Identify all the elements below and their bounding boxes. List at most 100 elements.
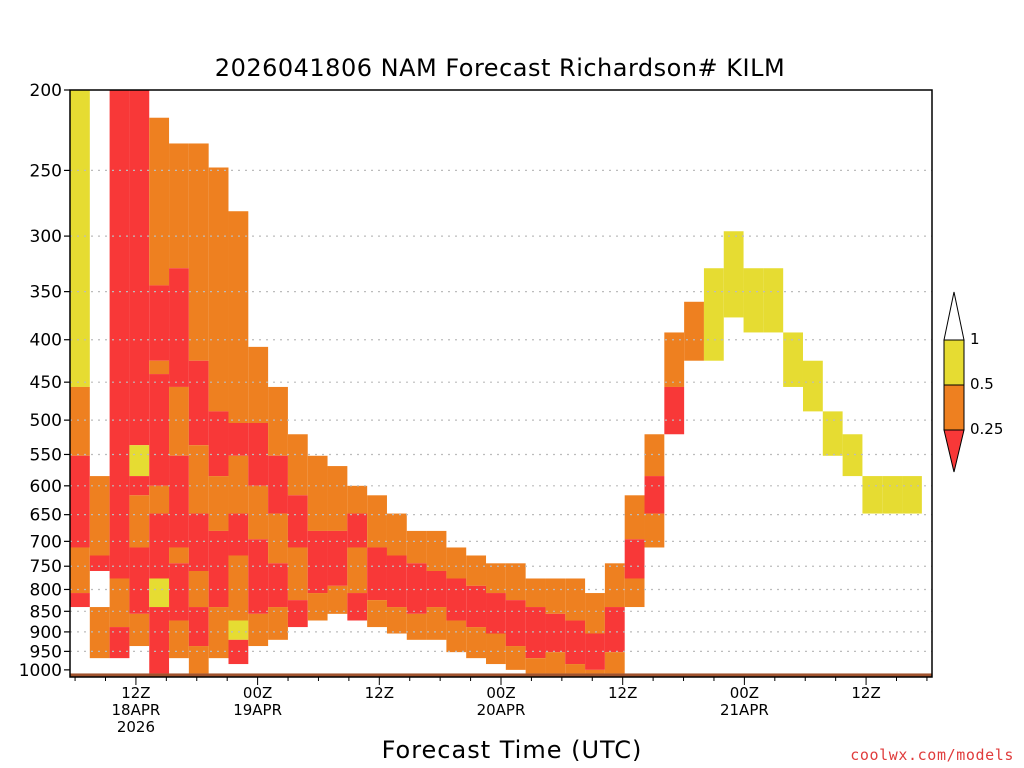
x-tick-label: 21APR (720, 701, 769, 719)
ri-cell (149, 513, 170, 579)
ri-cell (149, 578, 170, 608)
y-tick-label: 700 (30, 532, 62, 552)
ri-cell (525, 578, 546, 608)
ri-cell (664, 332, 685, 387)
ri-cell (287, 547, 308, 601)
ri-cell (545, 652, 566, 674)
ri-cell (129, 90, 150, 446)
ri-cell (169, 268, 189, 387)
ri-cell (327, 466, 348, 531)
ri-cell (188, 513, 209, 571)
ri-cell (169, 620, 189, 659)
ground-surface (70, 673, 932, 677)
ri-cell (585, 633, 605, 670)
ri-cell (604, 563, 625, 608)
ri-cell (585, 593, 605, 634)
colorbar-swatch (943, 384, 965, 431)
ri-cell (188, 646, 209, 674)
ri-cell (347, 593, 368, 621)
ri-cell (604, 607, 625, 653)
y-tick-label: 950 (30, 642, 62, 662)
ri-cell (149, 485, 170, 514)
ri-cell (684, 301, 704, 361)
y-tick-label: 550 (30, 445, 62, 465)
colorbar-cap-bottom (943, 429, 965, 473)
ri-cell (208, 607, 229, 659)
colorbar-label: 1 (970, 330, 980, 348)
ri-cell (70, 386, 90, 456)
y-tick-label: 500 (30, 411, 62, 431)
ri-cell (426, 570, 447, 608)
ri-cell (307, 593, 328, 621)
ri-cell (109, 627, 130, 659)
ri-cell (228, 620, 249, 640)
ri-cell (149, 360, 170, 375)
ri-cell (367, 600, 387, 628)
ri-cell (862, 476, 883, 514)
ri-cell (406, 530, 427, 564)
ri-cell (169, 455, 189, 548)
y-tick-label: 400 (30, 331, 62, 351)
y-tick-label: 800 (30, 580, 62, 600)
ri-cell (486, 593, 506, 634)
ri-cell (644, 513, 665, 548)
colorbar-label: 0.25 (970, 420, 1003, 438)
ri-cell (505, 646, 526, 670)
ri-cell (446, 578, 467, 621)
x-tick-label: 12Z (365, 684, 394, 702)
y-tick-label: 300 (30, 227, 62, 247)
ri-cell (822, 411, 843, 456)
ri-cell (466, 627, 487, 659)
ri-cell (545, 578, 566, 614)
x-tick-label: 19APR (233, 701, 282, 719)
ri-cell (307, 455, 328, 531)
ri-cell (347, 513, 368, 548)
ri-cell (169, 547, 189, 564)
ri-cell (248, 485, 269, 540)
ri-cell (347, 485, 368, 514)
ri-cell (466, 585, 487, 628)
ri-cell (486, 633, 506, 665)
ri-cell (347, 547, 368, 594)
ri-cell (70, 547, 90, 594)
y-tick-label: 900 (30, 623, 62, 643)
x-axis-label: Forecast Time (UTC) (382, 736, 643, 764)
ri-cell (525, 658, 546, 674)
ri-cell (466, 555, 487, 586)
ri-cell (842, 434, 863, 477)
ri-cell (129, 613, 150, 647)
ri-cell (644, 434, 665, 477)
x-tick-label: 00Z (730, 684, 759, 702)
ri-cell (228, 211, 249, 423)
ri-cell (446, 620, 467, 653)
ri-cell (327, 585, 348, 614)
ri-cell (248, 613, 269, 647)
ri-cell (188, 570, 209, 608)
ri-cell (565, 664, 586, 674)
ri-cell (169, 386, 189, 456)
ri-cell (268, 386, 288, 456)
colorbar-legend: 1 0.5 0.25 (943, 291, 1003, 473)
ri-cell (89, 555, 110, 571)
ri-cell (188, 360, 209, 446)
ri-cell (149, 374, 170, 486)
ri-cell (129, 547, 150, 614)
ri-cell (565, 578, 586, 621)
ri-cell (129, 445, 150, 477)
ri-cell (228, 455, 249, 514)
ri-cell (505, 563, 526, 601)
x-tick-label: 12Z (121, 684, 150, 702)
y-tick-label: 850 (30, 602, 62, 622)
ri-cell (287, 495, 308, 548)
ri-cell (664, 386, 685, 435)
colorbar-label: 0.5 (970, 375, 994, 393)
ri-cell (208, 411, 229, 477)
ri-cell (763, 268, 784, 333)
ri-cell (802, 360, 823, 412)
ri-cell (208, 476, 229, 531)
y-tick-label: 1000 (19, 661, 62, 681)
y-tick-label: 250 (30, 161, 62, 181)
source-credit: coolwx.com/models (850, 746, 1014, 764)
ri-cell (406, 563, 427, 614)
